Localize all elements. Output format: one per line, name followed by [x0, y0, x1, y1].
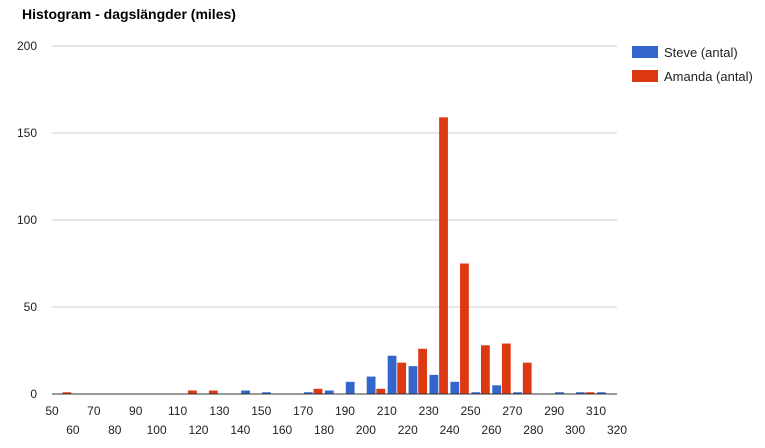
x-tick-label: 210 [377, 404, 397, 418]
x-tick-label: 90 [129, 404, 143, 418]
x-tick-label: 250 [461, 404, 481, 418]
y-tick-label: 150 [17, 126, 37, 140]
x-tick-label: 290 [544, 404, 564, 418]
steve-bar [324, 390, 334, 394]
steve-bar [575, 392, 585, 394]
chart-title: Histogram - dagslängder (miles) [22, 6, 236, 22]
steve-bar [387, 355, 397, 394]
x-tick-label: 160 [272, 423, 292, 437]
amanda-bar [397, 362, 407, 394]
amanda-bar [418, 348, 427, 394]
x-tick-label: 100 [147, 423, 167, 437]
amanda-bar [439, 117, 448, 394]
x-tick-label: 270 [502, 404, 522, 418]
steve-bar [303, 392, 313, 394]
amanda-bar [585, 392, 595, 394]
x-tick-label: 280 [523, 423, 543, 437]
x-tick-label: 170 [293, 404, 313, 418]
amanda-bar [62, 392, 72, 394]
amanda-bar [522, 362, 532, 394]
y-tick-label: 0 [30, 387, 37, 401]
x-tick-label: 240 [440, 423, 460, 437]
x-tick-label: 60 [66, 423, 80, 437]
amanda-bar [376, 388, 386, 394]
steve-bar [262, 392, 271, 394]
steve-bar [345, 381, 355, 394]
y-tick-label: 100 [17, 213, 37, 227]
steve-bar [471, 392, 481, 394]
amanda-bar [460, 263, 469, 394]
legend-label: Amanda (antal) [664, 69, 753, 84]
steve-bar [450, 381, 460, 394]
x-tick-label: 50 [45, 404, 59, 418]
y-tick-label: 200 [17, 39, 37, 53]
amanda-bar [208, 390, 218, 394]
x-tick-label: 190 [335, 404, 355, 418]
steve-bar [596, 392, 606, 394]
legend-swatch [632, 46, 658, 58]
steve-bar [408, 366, 418, 394]
steve-bar [492, 385, 502, 394]
steve-bar [241, 390, 250, 394]
x-tick-label: 180 [314, 423, 334, 437]
legend-swatch [632, 70, 658, 82]
x-tick-label: 320 [607, 423, 627, 437]
amanda-bar [188, 390, 197, 394]
amanda-bar [480, 345, 490, 394]
x-tick-label: 310 [586, 404, 606, 418]
x-tick-label: 130 [209, 404, 229, 418]
x-tick-label: 230 [419, 404, 439, 418]
x-tick-label: 140 [230, 423, 250, 437]
x-tick-label: 200 [356, 423, 376, 437]
steve-bar [555, 392, 564, 394]
steve-bar [429, 374, 439, 394]
amanda-bar [313, 388, 323, 394]
y-tick-label: 50 [24, 300, 38, 314]
x-tick-label: 70 [87, 404, 101, 418]
amanda-bar [501, 343, 511, 394]
x-tick-label: 120 [188, 423, 208, 437]
x-tick-label: 300 [565, 423, 585, 437]
legend-label: Steve (antal) [664, 45, 738, 60]
x-tick-label: 260 [481, 423, 501, 437]
x-tick-label: 150 [251, 404, 271, 418]
steve-bar [366, 376, 376, 394]
x-tick-label: 110 [168, 404, 187, 418]
steve-bar [513, 392, 522, 394]
x-tick-label: 80 [108, 423, 122, 437]
x-tick-label: 220 [398, 423, 418, 437]
